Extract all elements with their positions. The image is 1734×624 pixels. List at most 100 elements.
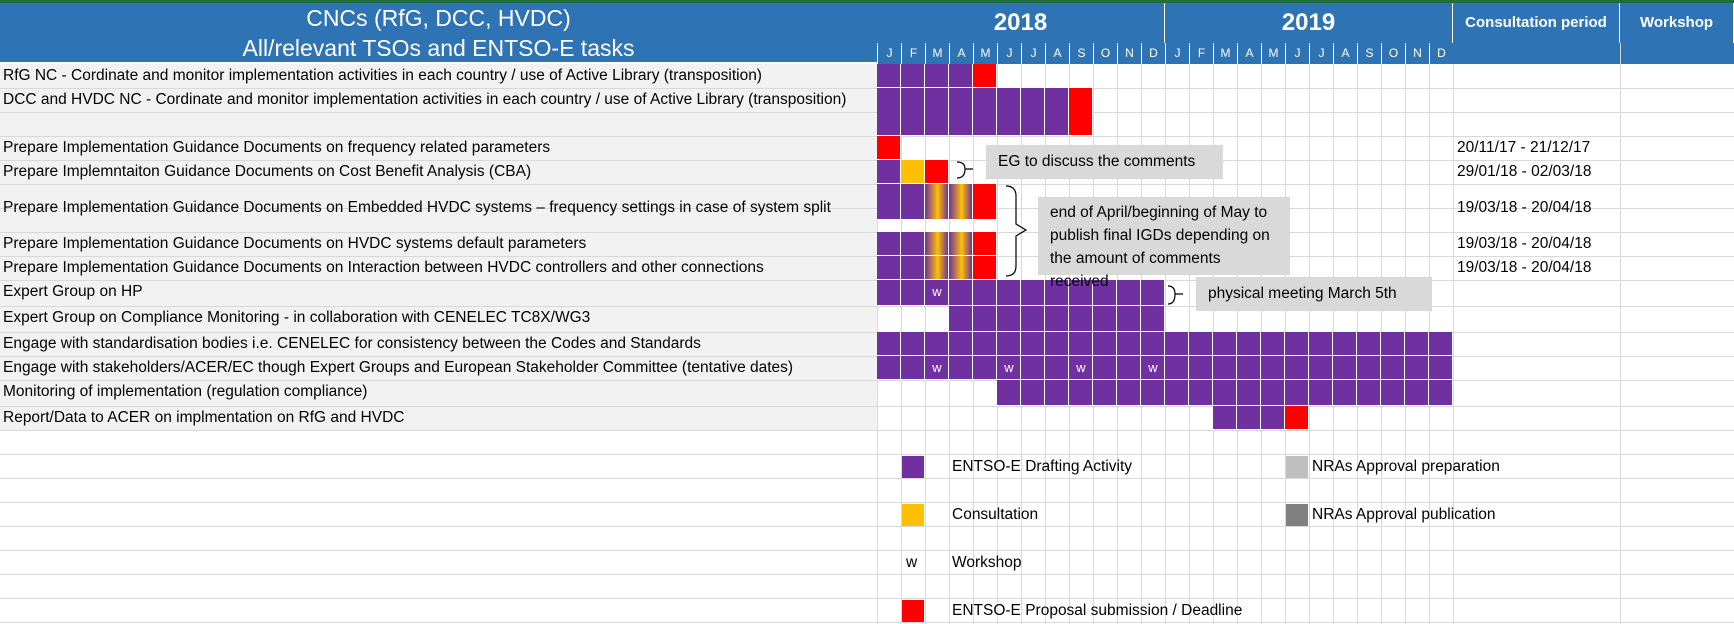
grid-vline (1453, 64, 1454, 624)
month-header-cell: O (1093, 43, 1117, 64)
grid-hline (0, 502, 1734, 503)
grid-hline (0, 232, 1734, 233)
drafting-cell (925, 332, 949, 356)
workshop-mark: w (1004, 360, 1014, 375)
drafting-cell (1429, 356, 1453, 380)
drafting-cell (1045, 356, 1069, 380)
consultation-date: 20/11/17 - 21/12/17 (1457, 139, 1591, 156)
drafting-cell (1141, 380, 1165, 406)
task-label: Prepare Implementation Guidance Document… (3, 235, 587, 252)
month-header-cell: A (1333, 43, 1357, 64)
drafting-cell (973, 280, 997, 306)
drafting-cell (1261, 332, 1285, 356)
consultation-gradient-cell (949, 256, 973, 280)
drafting-cell (973, 332, 997, 356)
drafting-cell (877, 184, 901, 220)
grid-hline (0, 380, 1734, 381)
deadline-cell (973, 256, 997, 280)
drafting-cell (1021, 380, 1045, 406)
drafting-cell (997, 88, 1021, 136)
task-label: Expert Group on Compliance Monitoring - … (3, 309, 591, 326)
drafting-cell (1333, 380, 1357, 406)
callout-eg-discuss-bracket (956, 161, 973, 179)
consultation-gradient-cell (925, 256, 949, 280)
consultation-gradient-cell (925, 232, 949, 256)
task-label: Prepare Implementation Guidance Document… (3, 259, 764, 276)
task-label: Engage with standardisation bodies i.e. … (3, 335, 701, 352)
task-label: Expert Group on HP (3, 283, 143, 300)
workshop-mark: w (1076, 360, 1086, 375)
grid-hline (0, 574, 1734, 575)
drafting-cell (1261, 356, 1285, 380)
drafting-cell (925, 64, 949, 88)
drafting-cell (1117, 332, 1141, 356)
grid-hline (0, 112, 1734, 113)
drafting-cell (877, 280, 901, 306)
drafting-cell (1021, 306, 1045, 332)
drafting-cell (901, 332, 925, 356)
month-header-cell: F (1189, 43, 1213, 64)
drafting-cell (1093, 380, 1117, 406)
month-header-cell: M (1261, 43, 1285, 64)
drafting-cell (1021, 88, 1045, 136)
drafting-cell (877, 256, 901, 280)
task-label: Prepare Implemntaiton Guidance Documents… (3, 163, 532, 180)
drafting-cell (1261, 406, 1285, 430)
consultation-date: 19/03/18 - 20/04/18 (1457, 259, 1592, 276)
month-header-cell: J (1309, 43, 1333, 64)
month-header-cell: D (1141, 43, 1165, 64)
drafting-cell (997, 356, 1021, 380)
deadline-cell (973, 232, 997, 256)
workshop-header: Workshop (1620, 3, 1734, 43)
grid-hline (0, 478, 1734, 479)
deadline-cell (877, 136, 901, 160)
header-top-line (0, 0, 1734, 3)
grid-hline (0, 306, 1734, 307)
drafting-cell (901, 184, 925, 220)
title-block: CNCs (RfG, DCC, HVDC) All/relevant TSOs … (0, 3, 877, 62)
drafting-cell (1381, 356, 1405, 380)
consultation-cell (901, 160, 925, 184)
task-label: Report/Data to ACER on implmentation on … (3, 409, 405, 426)
drafting-cell (997, 380, 1021, 406)
drafting-cell (901, 256, 925, 280)
callout-eg-discuss: EG to discuss the comments (986, 145, 1223, 179)
drafting-cell (949, 64, 973, 88)
month-header-cell: D (1429, 43, 1453, 64)
drafting-cell (1213, 356, 1237, 380)
drafting-cell (1189, 380, 1213, 406)
drafting-cell (1165, 380, 1189, 406)
drafting-cell (1405, 380, 1429, 406)
consultation-gradient-cell (925, 184, 949, 220)
drafting-cell (901, 232, 925, 256)
drafting-cell (1021, 356, 1045, 380)
consultation-gradient-cell (949, 232, 973, 256)
task-label: Engage with stakeholders/ACER/EC though … (3, 359, 794, 376)
month-header-cell: A (1045, 43, 1069, 64)
month-header-cell: O (1381, 43, 1405, 64)
drafting-cell (1357, 380, 1381, 406)
callout-end-april-text: end of April/beginning of May to publish… (1050, 204, 1270, 290)
legend-drafting-label: ENTSO-E Drafting Activity (952, 458, 1133, 475)
grid-hline (0, 208, 1734, 209)
drafting-cell (1021, 280, 1045, 306)
callout-physical-meeting-bracket (1167, 285, 1183, 305)
drafting-cell (1045, 332, 1069, 356)
legend-consultation-swatch (902, 504, 924, 526)
drafting-cell (1045, 88, 1069, 136)
drafting-cell (1093, 280, 1117, 306)
task-label: Monitoring of implementation (regulation… (3, 383, 368, 400)
drafting-cell (1261, 380, 1285, 406)
drafting-cell (1213, 380, 1237, 406)
grid-hline (0, 622, 1734, 623)
callout-physical-meeting: physical meeting March 5th (1196, 277, 1432, 311)
drafting-cell (1069, 332, 1093, 356)
callout-end-april-bracket (1005, 185, 1028, 277)
drafting-cell (877, 332, 901, 356)
drafting-cell (1237, 380, 1261, 406)
drafting-cell (877, 232, 901, 256)
grid-hline (0, 136, 1734, 137)
grid-hline (0, 160, 1734, 161)
drafting-cell (1093, 306, 1117, 332)
month-header-cell: J (1285, 43, 1309, 64)
